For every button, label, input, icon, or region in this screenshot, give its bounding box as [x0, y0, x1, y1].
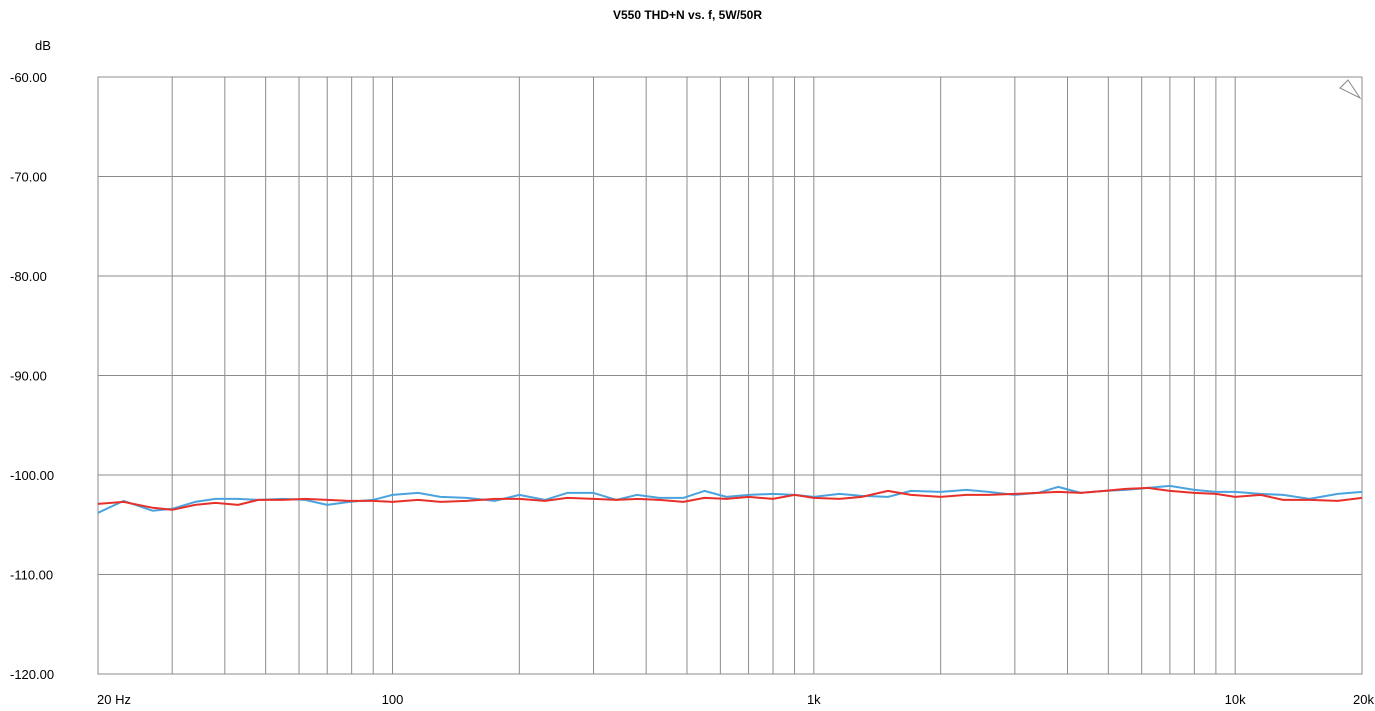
plot-border: [97, 76, 1363, 675]
y-tick-label: -120.00: [10, 667, 54, 682]
x-tick-label: 20k: [1353, 692, 1374, 707]
x-tick-label: 20 Hz: [97, 692, 131, 707]
x-tick-label: 100: [382, 692, 404, 707]
chart-title: V550 THD+N vs. f, 5W/50R: [612, 8, 763, 22]
axes: -60.00 -70.00 -80.00 -90.00 -100.00 -110.00 -1…: [10, 70, 1374, 707]
x-tick-label: 1k: [807, 692, 821, 707]
grid: [97, 76, 1363, 675]
y-tick-label: -60.00: [10, 70, 47, 85]
y-axis-label: dB: [35, 38, 51, 53]
series-lines: [97, 484, 1363, 514]
cursor-marker-icon: [1339, 79, 1362, 100]
y-tick-label: -110.00: [10, 568, 53, 583]
x-tick-label: 10k: [1225, 692, 1246, 707]
y-tick-label: -70.00: [10, 170, 47, 185]
y-tick-label: -80.00: [10, 269, 47, 284]
y-tick-label: -100.00: [10, 468, 54, 483]
series-line: [97, 486, 1363, 511]
y-tick-label: -90.00: [10, 369, 47, 384]
